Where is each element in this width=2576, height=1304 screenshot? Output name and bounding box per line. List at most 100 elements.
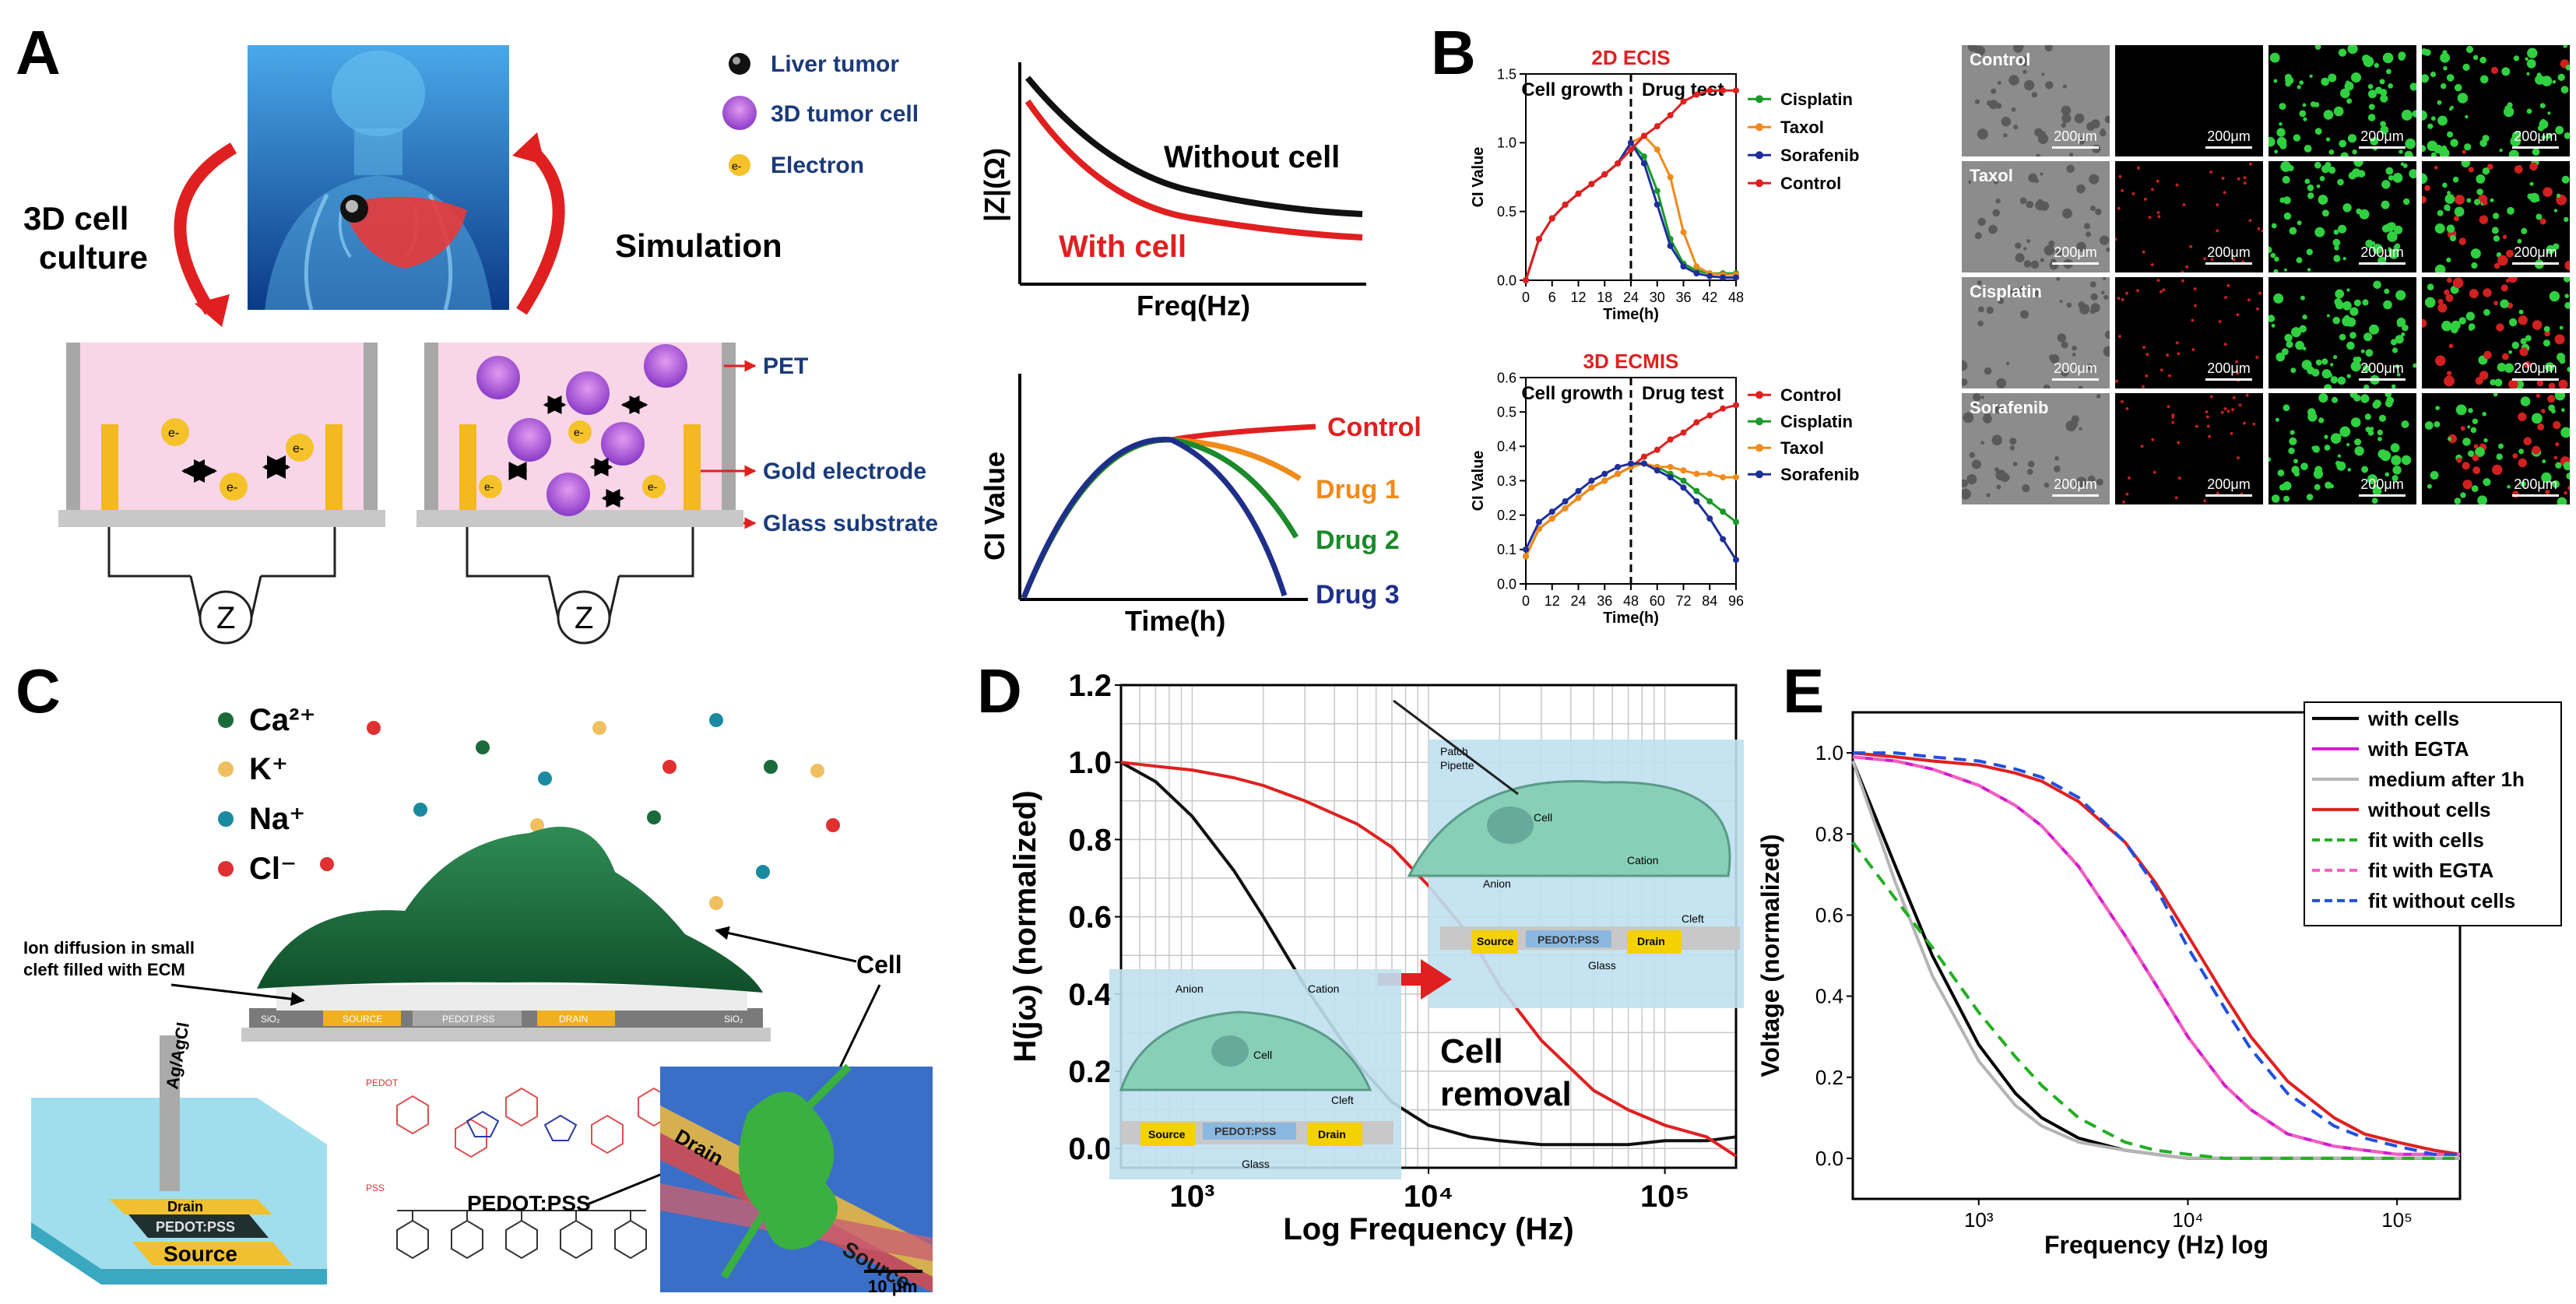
cell-speck xyxy=(2388,175,2394,181)
micrograph-speckles xyxy=(2422,161,2570,272)
cell-speck xyxy=(2390,443,2400,453)
cell-speck xyxy=(1962,479,1968,488)
data-point xyxy=(1733,402,1739,409)
cell-speck xyxy=(2424,421,2434,430)
cell-speck xyxy=(2475,377,2483,385)
cell-speck xyxy=(2442,182,2448,188)
cell-speck xyxy=(2151,438,2155,441)
svg-text:Drain: Drain xyxy=(1637,935,1665,947)
layer-callouts xyxy=(701,360,757,529)
cell-speck xyxy=(2450,139,2458,147)
ion-dot xyxy=(756,865,770,879)
cell-speck xyxy=(2141,385,2145,388)
cell-speck xyxy=(2446,224,2455,233)
cell-speck xyxy=(2354,438,2362,446)
panel-d: D 0.0 0.2 0.4 0.6 0.8 1.0 1.2 10³ 10⁴ 10⁵ Log Freq… xyxy=(977,656,1744,1246)
cell-speck xyxy=(1971,459,1981,469)
cell-speck xyxy=(2372,401,2381,409)
cell-speck xyxy=(2437,298,2444,304)
cell-speck xyxy=(2526,72,2530,76)
cell-speck xyxy=(2302,103,2307,107)
data-point xyxy=(1680,429,1687,436)
cell-speck xyxy=(2189,244,2193,248)
cell-speck xyxy=(2501,353,2509,360)
x-tick-label: 10³ xyxy=(1169,1179,1214,1214)
cell-speck xyxy=(2293,459,2298,464)
cell-speck xyxy=(2523,437,2532,445)
svg-text:SOURCE: SOURCE xyxy=(343,1014,382,1025)
cell-speck xyxy=(2462,438,2471,446)
cell-speck xyxy=(2314,161,2321,169)
cell-speck xyxy=(2384,288,2390,294)
cell-speck xyxy=(1994,404,2003,414)
cell-removal-arrow xyxy=(1378,959,1452,1000)
cell-speck xyxy=(2529,181,2534,186)
cell-speck xyxy=(2040,201,2050,211)
cell-speck xyxy=(2391,384,2396,388)
cell-speck xyxy=(2103,277,2107,280)
inset-patch-pipette: Cell Patch Pipette Source PEDOT:PSS Drai… xyxy=(1393,699,1744,1008)
cell-speck xyxy=(1966,474,1977,485)
svg-text:|Z|(Ω): |Z|(Ω) xyxy=(979,148,1011,222)
cell-speck xyxy=(2117,297,2121,301)
cell-speck xyxy=(2040,172,2044,176)
data-point xyxy=(1693,487,1700,494)
cell-speck xyxy=(2342,301,2352,311)
micrograph-scalebar: 200μm xyxy=(2359,360,2406,381)
x-tick-label: 18 xyxy=(1597,290,1612,305)
cell-speck xyxy=(2076,184,2086,194)
cell-speck xyxy=(2552,79,2557,84)
y-axis-label: Voltage (normalized) xyxy=(1756,834,1784,1077)
cell-speck xyxy=(2030,260,2040,269)
cell-speck xyxy=(2314,45,2321,50)
cell-speck xyxy=(2321,358,2328,365)
svg-text:PEDOT: PEDOT xyxy=(366,1077,399,1088)
annotation-drug-test: Drug test xyxy=(1642,383,1724,404)
cell-speck xyxy=(2145,374,2149,378)
cell-speck xyxy=(2338,224,2347,234)
data-point xyxy=(1615,463,1622,470)
cell-speck xyxy=(2284,333,2293,343)
svg-text:Source: Source xyxy=(163,1242,237,1266)
cell-speck xyxy=(2346,98,2353,104)
y-tick-label: 1.5 xyxy=(1497,66,1516,82)
cell-speck xyxy=(2324,445,2331,451)
cell-speck xyxy=(2243,181,2247,185)
legend-label: Cisplatin xyxy=(1780,90,1853,109)
cell-speck xyxy=(2553,420,2561,430)
cell-speck xyxy=(2142,250,2145,254)
x-tick-label: 10³ xyxy=(1964,1208,1994,1232)
cell-speck xyxy=(2563,277,2570,283)
cell-speck xyxy=(2384,393,2392,398)
cell-speck xyxy=(2185,265,2189,269)
cell-speck xyxy=(2268,136,2276,147)
x-axis-label: Time(h) xyxy=(1603,610,1659,627)
cell-speck xyxy=(2223,191,2226,195)
cell-speck xyxy=(2381,224,2391,233)
cell-speck xyxy=(2089,205,2096,212)
inset-cell-on-device: Cell Anion Cation Cleft Source PEDOT:PSS… xyxy=(1109,969,1401,1179)
cell-speck xyxy=(2013,45,2023,53)
cell-speck xyxy=(2401,332,2406,337)
micrograph-cisplatin-3: 200μm xyxy=(2268,277,2416,388)
cell-speck xyxy=(1998,297,2005,304)
cell-speck xyxy=(1986,306,1994,315)
cell-speck xyxy=(2121,297,2124,301)
cell-speck xyxy=(2167,405,2170,409)
cell-speck xyxy=(2557,497,2567,504)
ion-dot xyxy=(709,896,723,910)
legend-label: Cisplatin xyxy=(1780,412,1853,431)
cell-speck xyxy=(2536,213,2543,220)
svg-text:Z: Z xyxy=(575,601,593,635)
cell-speck xyxy=(2368,104,2375,111)
cell-speck xyxy=(2171,420,2175,424)
cell-speck xyxy=(2549,290,2560,302)
cell-speck xyxy=(1972,393,1981,402)
cell-speck xyxy=(2286,76,2294,85)
cell-speck xyxy=(2100,290,2105,294)
cell-speck xyxy=(2482,412,2486,417)
cell-speck xyxy=(2143,197,2147,201)
y-tick-label: 0.4 xyxy=(1068,978,1112,1012)
cell-speck xyxy=(2490,379,2497,386)
x-tick-label: 36 xyxy=(1597,593,1612,609)
